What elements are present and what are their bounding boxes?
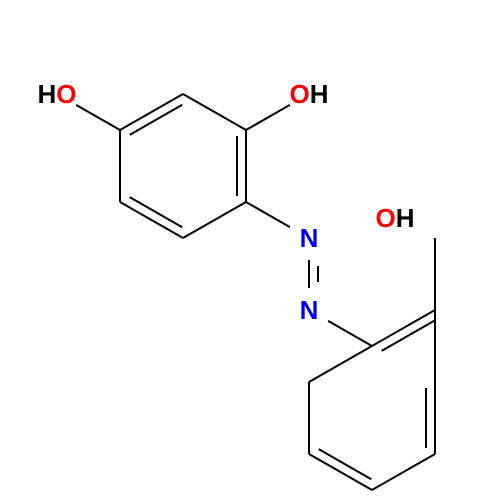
bond-line (183, 202, 246, 238)
bond-line (246, 105, 290, 130)
bond-line (120, 202, 183, 238)
molecule-diagram: OH HO N N OH (0, 0, 500, 500)
atom-label-N2: N (300, 295, 319, 325)
bond-line (76, 105, 120, 130)
atom-label-O2: HO (37, 79, 76, 109)
bond-line (328, 321, 372, 346)
atom-label-N1: N (300, 223, 319, 253)
bond-line (309, 346, 372, 382)
bond-line (120, 94, 183, 130)
atom-label-O1: OH (289, 79, 328, 109)
atom-label-O3: OH (375, 203, 414, 233)
bonds-layer (76, 94, 435, 490)
bond-line (372, 454, 435, 490)
bond-line (309, 454, 372, 490)
bond-line (372, 310, 435, 346)
bond-line (246, 202, 290, 227)
bond-line (183, 94, 246, 130)
